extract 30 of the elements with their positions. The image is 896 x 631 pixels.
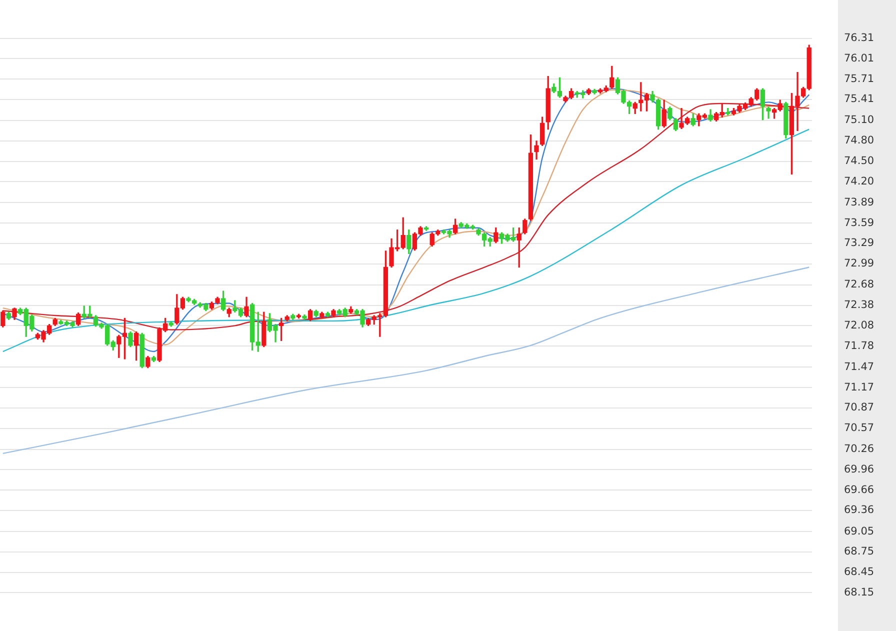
y-tick-label: 72.99 [844,258,874,270]
line-series [2,128,810,352]
y-tick-label: 73.59 [844,216,874,229]
y-tick-label: 69.66 [844,484,874,496]
y-tick-label: 74.20 [844,175,874,188]
y-tick-label: 74.80 [844,134,874,147]
y-tick-label: 71.78 [844,340,874,352]
y-tick-label: 75.41 [844,93,874,106]
line-series [2,266,810,454]
y-tick-label: 70.87 [844,402,874,414]
y-tick-label: 72.08 [844,319,874,332]
y-tick-label: 71.47 [844,360,874,373]
y-tick-label: 69.36 [844,504,874,516]
y-tick-label: 76.01 [844,52,874,64]
y-tick-label: 75.10 [844,114,874,126]
y-tick-label: 73.29 [844,237,874,250]
y-tick-label: 75.71 [844,72,874,85]
y-tick-label: 72.68 [844,278,874,291]
y-tick-label: 71.17 [844,381,874,394]
y-tick-label: 73.89 [844,196,874,208]
y-tick-label: 68.15 [844,586,874,598]
y-tick-label: 68.75 [844,546,874,558]
y-tick-label: 69.05 [844,525,874,538]
y-tick-label: 70.26 [844,443,874,456]
y-tick-label: 70.57 [844,422,874,434]
y-tick-label: 68.45 [844,566,874,578]
y-tick-label: 76.31 [844,32,874,44]
y-tick-label: 72.38 [844,299,874,312]
y-tick-label: 74.50 [844,155,874,168]
y-tick-label: 69.96 [844,463,874,476]
